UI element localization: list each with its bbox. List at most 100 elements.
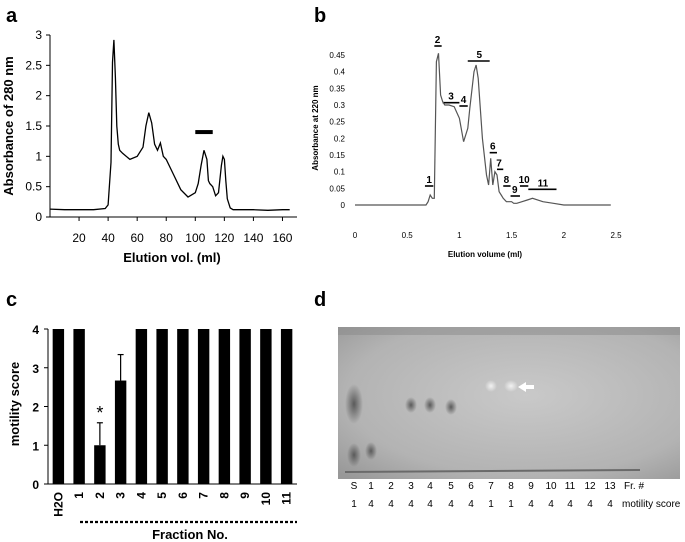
panel-c-category-label: 2 bbox=[93, 492, 107, 499]
gel-lane-label: 10 bbox=[545, 481, 557, 492]
panel-b-peak-label: 6 bbox=[490, 142, 496, 153]
panel-b-xlabel: Elution volume (ml) bbox=[448, 250, 523, 259]
gel-lane-label: 9 bbox=[528, 481, 534, 492]
panel-c-bar bbox=[239, 329, 251, 484]
gel-lane-label: 8 bbox=[508, 481, 514, 492]
panel-a-xtick-label: 80 bbox=[160, 231, 174, 245]
panel-b-ytick-label: 0.2 bbox=[334, 134, 346, 143]
panel-c-category-label: 9 bbox=[238, 492, 252, 499]
panel-c-bar bbox=[177, 329, 189, 484]
panel-a-xtick-label: 60 bbox=[130, 231, 144, 245]
panel-a-xtick-label: 140 bbox=[243, 231, 263, 245]
panel-b-xtick-label: 2.5 bbox=[610, 231, 622, 240]
panel-a-ytick-label: 1.5 bbox=[25, 119, 42, 133]
gel-spot bbox=[445, 399, 457, 415]
panel-c-category-label: 11 bbox=[280, 492, 294, 505]
gel-lane-label: 11 bbox=[565, 481, 576, 492]
gel-lane-label: 3 bbox=[408, 481, 414, 492]
panel-d-gel: S 1 2 3 4 5 6 7 8 9 10 11 12 131 4 4 4 4 4 4 1 1 4 4 4 4 4Fr. #mot… bbox=[338, 327, 681, 510]
panel-c-bar bbox=[73, 329, 85, 484]
panel-a-chart: 20 40 60 80 100 120 140 160 0 0.5 1 1.5 2 2.5 3 Elutio… bbox=[1, 28, 297, 265]
panel-b-ytick-label: 0.4 bbox=[334, 68, 346, 77]
panel-a-ytick-label: 0 bbox=[35, 210, 42, 224]
panel-b-peak-label: 11 bbox=[538, 178, 549, 189]
panel-c-bar bbox=[260, 329, 272, 484]
panel-a-xlabel: Elution vol. (ml) bbox=[123, 250, 221, 265]
panel-b-peak-label: 4 bbox=[461, 95, 467, 106]
panel-c-category-label: 8 bbox=[217, 492, 231, 499]
panel-b-xtick-label: 2 bbox=[562, 231, 567, 240]
gel-motility-score: 4 bbox=[607, 499, 613, 510]
panel-b-series-line bbox=[355, 53, 611, 206]
panel-b-chart: 0 0.5 1 1.5 2 2.5 0 0.05 0.1 0.15 0.2 0.25 0.3 0.35 0.… bbox=[311, 35, 622, 259]
panel-b-xtick-label: 0 bbox=[353, 231, 358, 240]
gel-spot bbox=[345, 384, 363, 424]
panel-c-bar bbox=[52, 329, 65, 484]
gel-motility-score: 4 bbox=[427, 499, 433, 510]
panel-b-peak-label: 10 bbox=[519, 175, 531, 186]
panel-b-xtick-label: 1.5 bbox=[506, 231, 518, 240]
gel-motility-score: 1 bbox=[488, 499, 494, 510]
gel-spot bbox=[504, 380, 518, 392]
gel-lane-label: 6 bbox=[468, 481, 474, 492]
panel-c-bar bbox=[218, 329, 231, 484]
panel-b-peak-label: 8 bbox=[504, 175, 510, 186]
gel-lane-label: 2 bbox=[388, 481, 394, 492]
panel-a-xtick-label: 20 bbox=[72, 231, 86, 245]
panel-c-ytick-label: 3 bbox=[32, 362, 39, 376]
panel-c-ylabel: motility score bbox=[7, 362, 22, 447]
panel-c-category-label: 6 bbox=[176, 492, 190, 499]
panel-b-ytick-label: 0.3 bbox=[334, 101, 346, 110]
panel-b-xtick-label: 1 bbox=[457, 231, 462, 240]
panel-b-ytick-label: 0.35 bbox=[329, 84, 345, 93]
panel-letter-d: d bbox=[314, 289, 326, 311]
gel-motility-score: 4 bbox=[388, 499, 394, 510]
panel-b-ytick-label: 0.45 bbox=[329, 51, 345, 60]
panel-c-bar bbox=[156, 329, 168, 484]
panel-a-xtick-label: 120 bbox=[214, 231, 234, 245]
panel-letter-c: c bbox=[6, 289, 17, 311]
gel-motility-score: 4 bbox=[567, 499, 573, 510]
panel-letter-a: a bbox=[6, 5, 18, 27]
panel-letter-b: b bbox=[314, 5, 326, 27]
panel-c-bar bbox=[94, 445, 106, 484]
panel-b-peak-label: 7 bbox=[496, 158, 502, 169]
gel-motility-score: 4 bbox=[368, 499, 374, 510]
gel-lane-label: 5 bbox=[448, 481, 454, 492]
panel-c-category-label: 4 bbox=[134, 492, 148, 499]
panel-b-ytick-label: 0.1 bbox=[334, 168, 346, 177]
gel-spot bbox=[485, 380, 497, 392]
panel-c-bar bbox=[114, 380, 127, 484]
panel-a-fraction-bar bbox=[195, 130, 213, 135]
panel-a-ytick-label: 3 bbox=[35, 28, 42, 42]
panel-c-ytick-label: 0 bbox=[32, 478, 39, 492]
gel-motility-score: 4 bbox=[548, 499, 554, 510]
panel-b-peak-label: 9 bbox=[512, 185, 518, 196]
gel-lane-label: 7 bbox=[488, 481, 494, 492]
gel-motility-score: 4 bbox=[528, 499, 534, 510]
panel-c-category-label: 7 bbox=[197, 492, 211, 499]
panel-b-ytick-label: 0.15 bbox=[329, 151, 345, 160]
gel-spot bbox=[405, 397, 417, 413]
arrow-left-icon bbox=[518, 382, 534, 392]
panel-c-bar bbox=[135, 329, 148, 484]
panel-c-xlabel: Fraction No. bbox=[152, 527, 228, 542]
panel-a-ylabel: Absorbance of 280 nm bbox=[1, 56, 16, 195]
panel-a-ytick-label: 0.5 bbox=[25, 180, 42, 194]
gel-lane-label: 13 bbox=[604, 481, 616, 492]
gel-origin-line bbox=[344, 469, 641, 473]
panel-c-category-label: 5 bbox=[155, 492, 169, 499]
panel-b-peak-label: 5 bbox=[476, 50, 482, 61]
panel-c-bar bbox=[197, 329, 210, 484]
panel-c-category-label: 3 bbox=[114, 492, 128, 499]
panel-a-xtick-label: 40 bbox=[101, 231, 115, 245]
gel-spot bbox=[365, 442, 377, 460]
gel-background bbox=[338, 327, 680, 479]
gel-motility-score: 1 bbox=[351, 499, 357, 510]
gel-spot bbox=[424, 397, 436, 413]
gel-motility-score: 1 bbox=[508, 499, 514, 510]
panel-b-peak-label: 3 bbox=[448, 92, 454, 103]
gel-motility-row-label: motility score bbox=[622, 499, 681, 510]
